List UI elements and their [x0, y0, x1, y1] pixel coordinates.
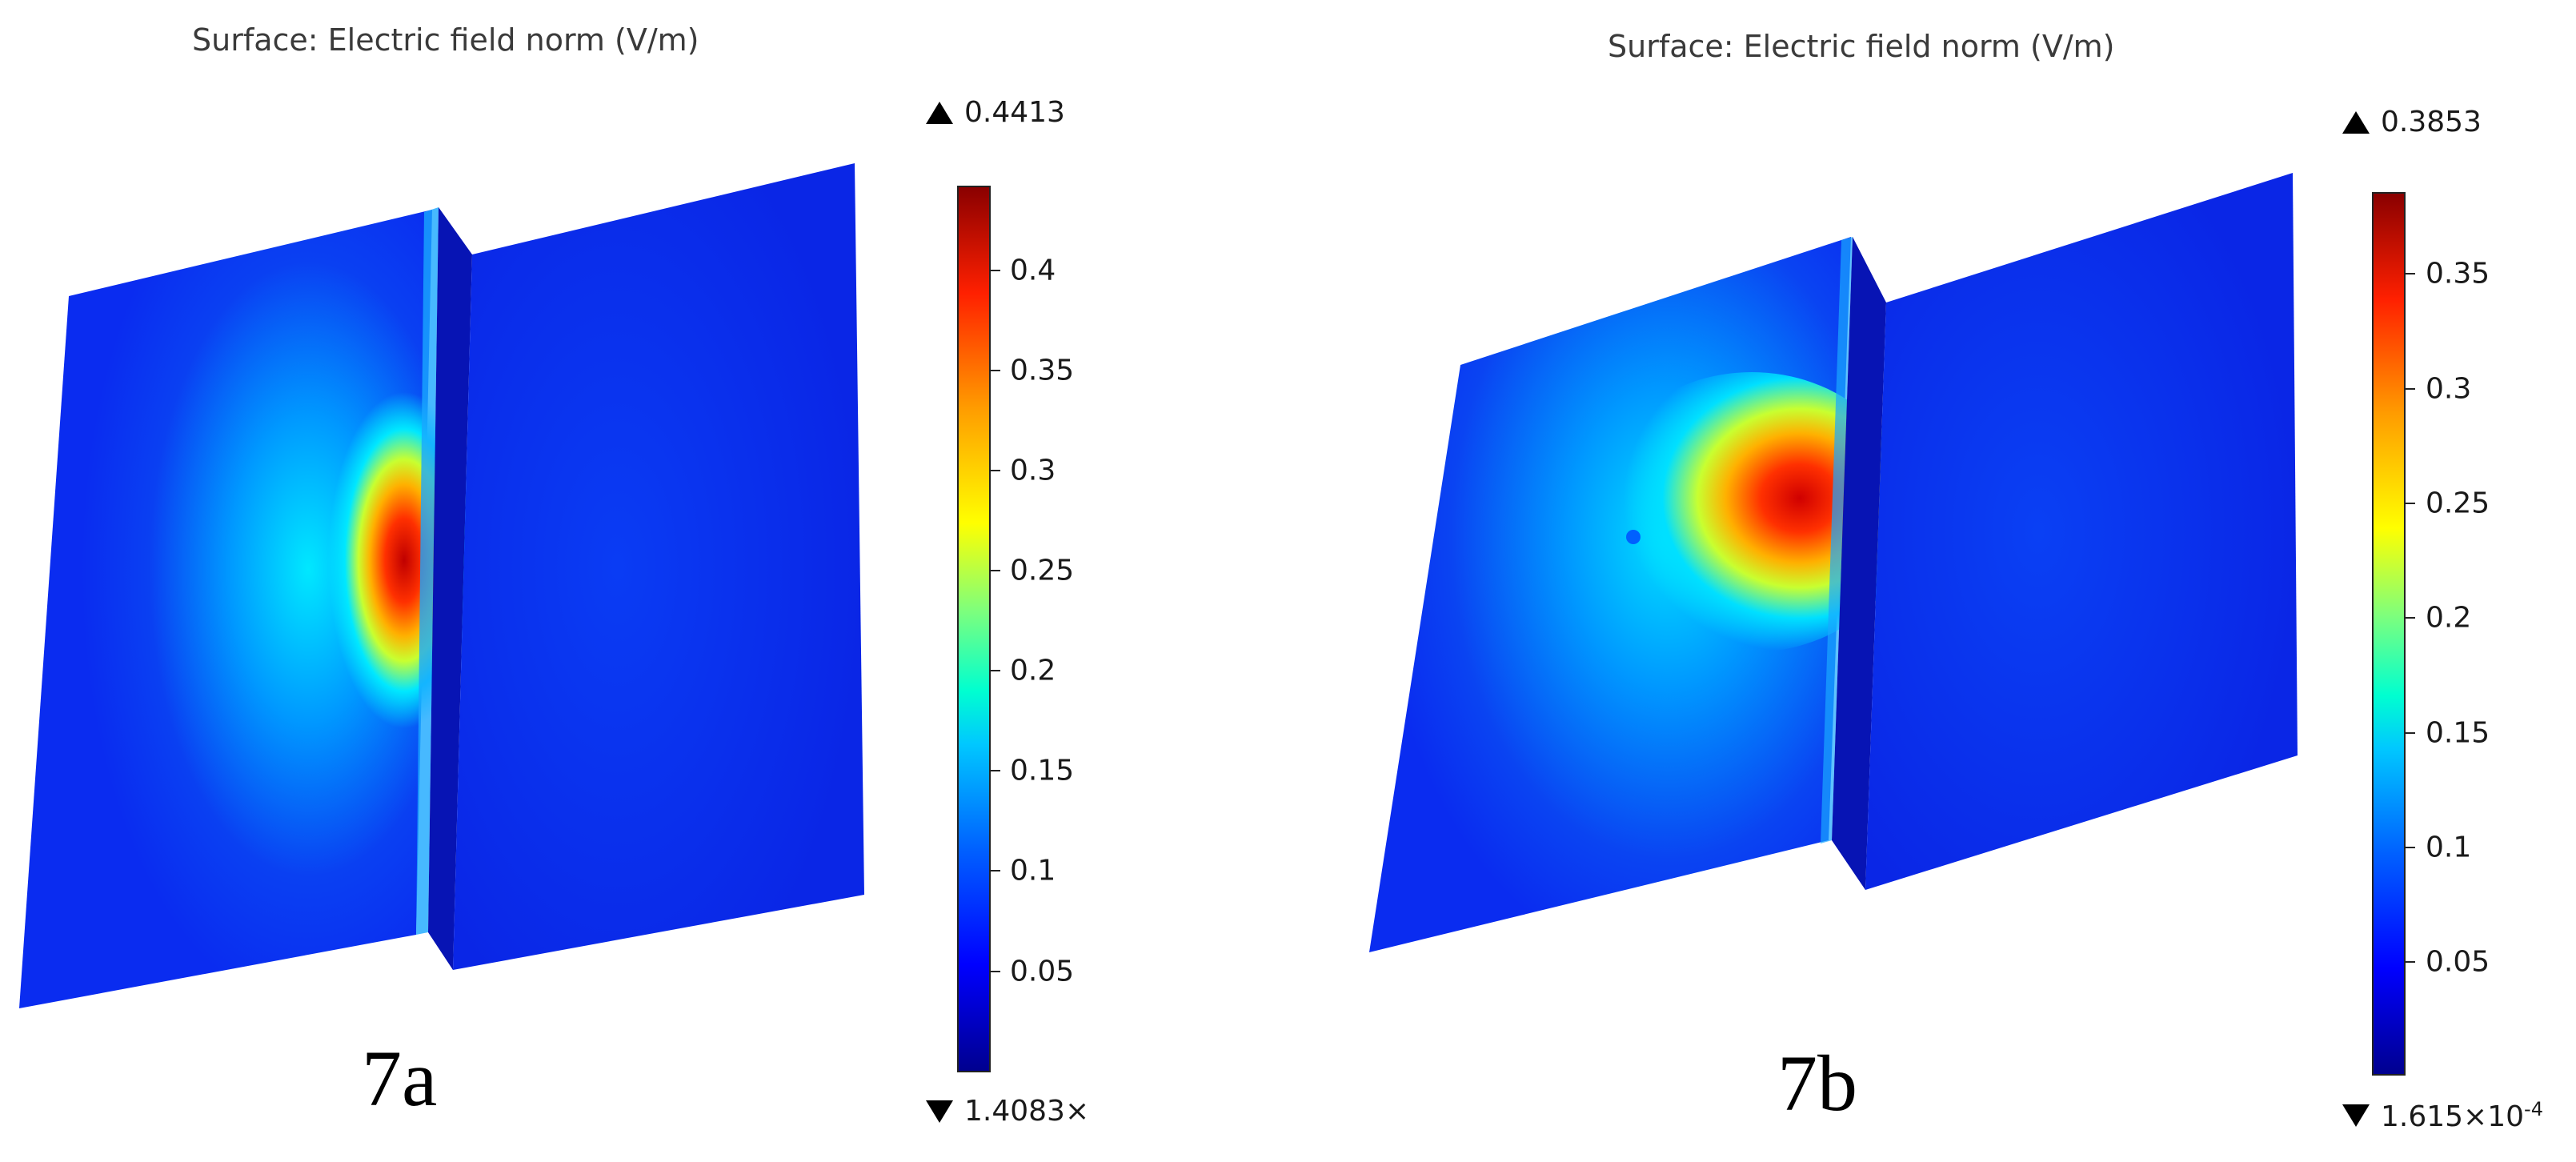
- colorbar-tick-label: 0.35: [2426, 257, 2490, 290]
- colorbar-tick-label: 0.4: [1010, 254, 1056, 287]
- colorbar-tick-label: 0.3: [2426, 372, 2472, 406]
- plot-title: Surface: Electric field norm (V/m): [192, 22, 699, 58]
- colorbar-tick-label: 0.2: [1010, 654, 1056, 687]
- min-triangle-icon: [926, 1100, 953, 1123]
- field-defect-dot: [1626, 530, 1641, 544]
- plot-panel-a: Surface: Electric field norm (V/m): [19, 22, 1089, 1128]
- edge-highlight: [1821, 237, 1853, 843]
- colorbar-tick-label: 0.2: [2426, 601, 2472, 635]
- colorbar-tick: [991, 470, 1000, 471]
- edge-highlight: [416, 207, 439, 935]
- colorbar-tick-label: 0.1: [2426, 831, 2472, 864]
- surface-plot-3d: [1369, 173, 2298, 952]
- colorbar-tick: [991, 570, 1000, 571]
- colorbar-tick: [991, 971, 1000, 972]
- colorbar-tick: [991, 370, 1000, 371]
- colorbar-tick: [991, 670, 1000, 671]
- colorbar-tick: [2406, 847, 2415, 848]
- colorbar-tick: [991, 770, 1000, 771]
- colorbar-max-label: 0.4413: [964, 96, 1065, 129]
- colorbar-min-label: 1.615×10-4: [2381, 1098, 2543, 1133]
- colorbar-tick: [2406, 732, 2415, 734]
- colorbar-tick-label: 0.3: [1010, 454, 1056, 487]
- left-plate: [19, 210, 432, 1008]
- colorbar-max-label: 0.3853: [2381, 106, 2482, 138]
- colorbar-max: 0.3853: [2342, 106, 2482, 138]
- colorbar-tick: [2406, 388, 2415, 390]
- min-triangle-icon: [2342, 1104, 2370, 1127]
- colorbar-min: 1.615×10-4: [2342, 1098, 2543, 1133]
- colorbar-tick-label: 0.35: [1010, 354, 1075, 387]
- step-face: [428, 207, 472, 970]
- colorbar-tick: [2406, 503, 2415, 504]
- plot-panel-b: Surface: Electric field norm (V/m): [1288, 0, 2576, 1162]
- colorbar-min-label: 1.4083×: [964, 1095, 1090, 1128]
- colorbar-tick-label: 0.05: [2426, 945, 2490, 979]
- colorbar-tick-label: 0.15: [2426, 716, 2490, 750]
- colorbar-min: 1.4083×: [926, 1095, 1089, 1128]
- colorbar-tick: [991, 270, 1000, 271]
- colorbar-tick-label: 0.25: [2426, 487, 2490, 520]
- colorbar-tick: [991, 870, 1000, 872]
- step-face: [1832, 237, 1886, 890]
- colorbar-tick: [2406, 617, 2415, 619]
- colorbar-tick: [2406, 273, 2415, 274]
- plot-title: Surface: Electric field norm (V/m): [1608, 29, 2115, 64]
- colorbar: [2372, 192, 2406, 1076]
- colorbar-tick: [2406, 961, 2415, 963]
- right-plate: [1865, 173, 2298, 890]
- max-triangle-icon: [2342, 110, 2370, 134]
- colorbar: [957, 186, 991, 1072]
- max-triangle-icon: [926, 101, 953, 124]
- colorbar-tick-label: 0.15: [1010, 754, 1075, 787]
- right-plate: [453, 163, 864, 970]
- colorbar-tick-label: 0.05: [1010, 955, 1075, 988]
- colorbar-max: 0.4413: [926, 96, 1065, 129]
- colorbar-tick-label: 0.25: [1010, 554, 1075, 587]
- figure-caption: 7b: [1777, 1039, 1857, 1128]
- colorbar-tick-label: 0.1: [1010, 854, 1056, 888]
- figure-caption: 7a: [362, 1034, 438, 1123]
- surface-plot-3d: [19, 163, 864, 1008]
